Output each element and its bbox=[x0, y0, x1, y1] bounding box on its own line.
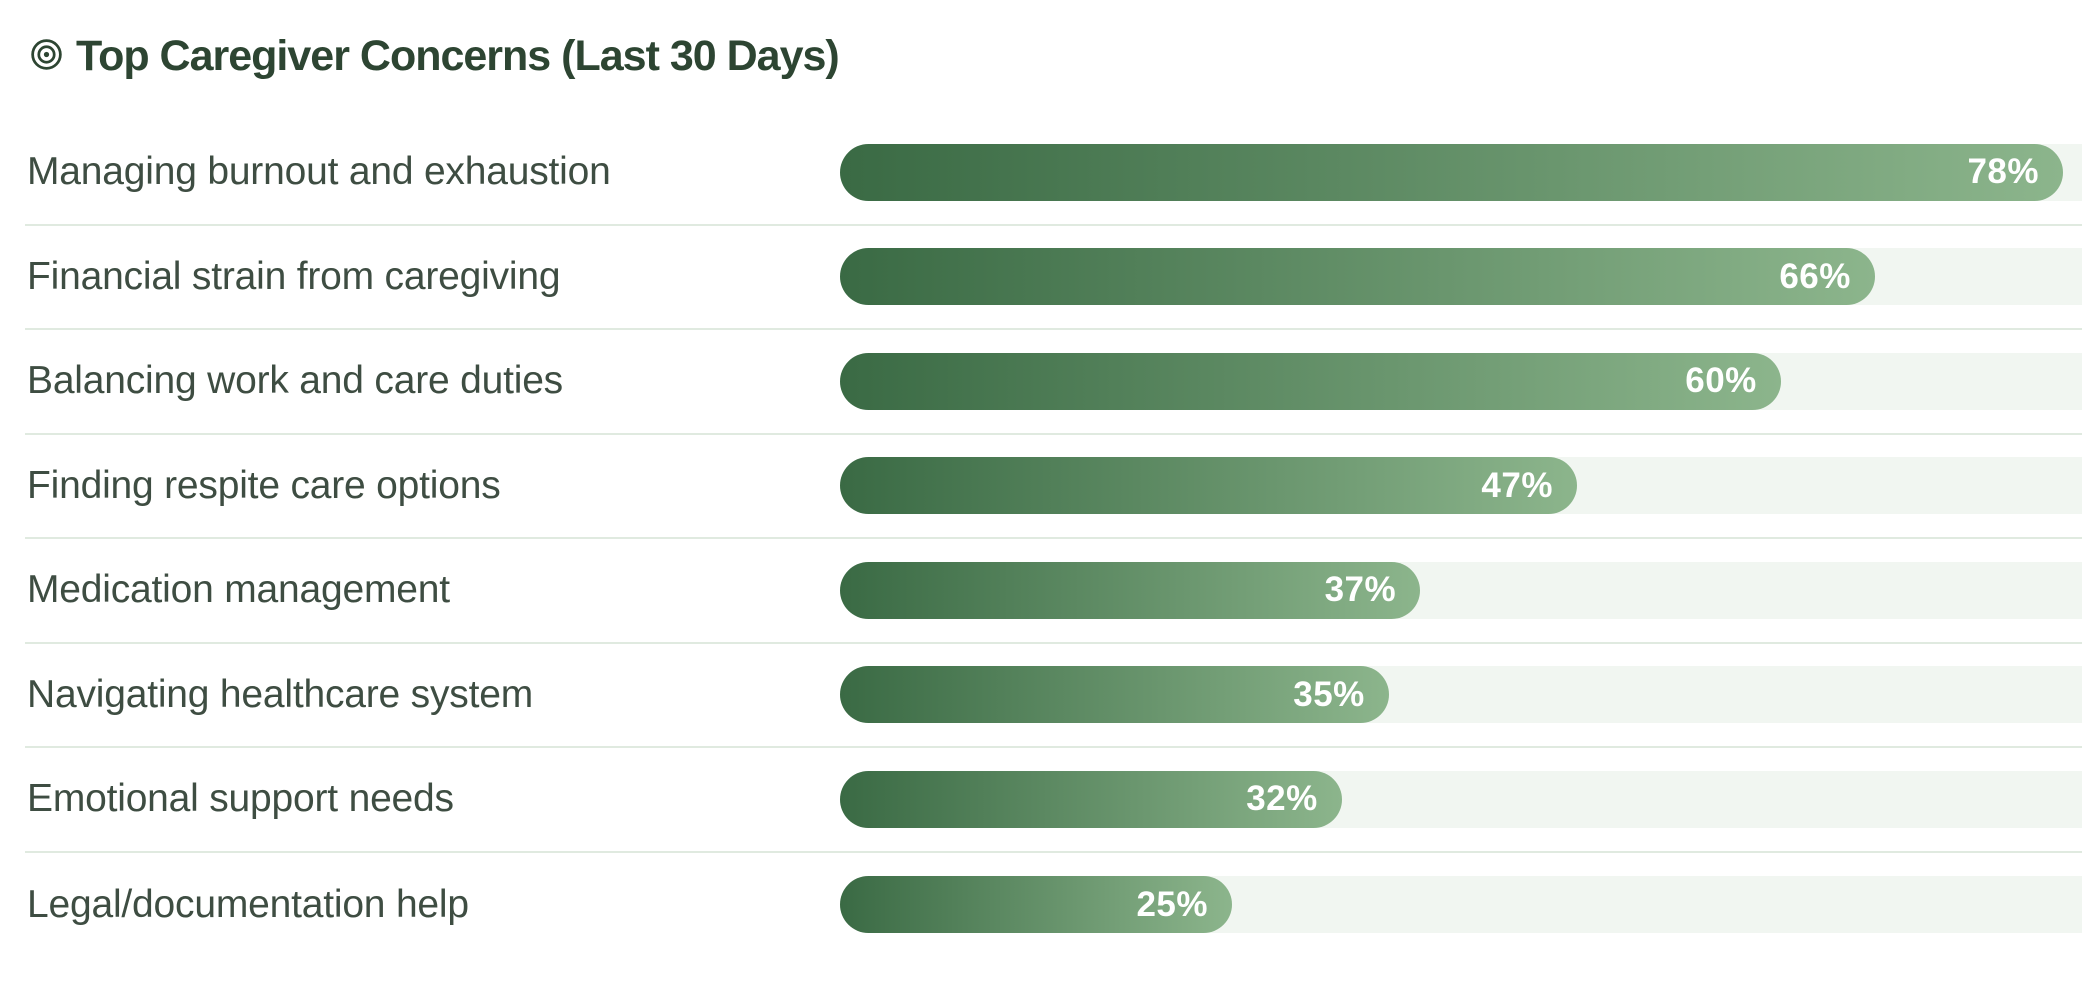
chart-header: Top Caregiver Concerns (Last 30 Days) bbox=[30, 26, 2082, 86]
chart-row: Navigating healthcare system 35% bbox=[25, 644, 2082, 748]
chart-row: Managing burnout and exhaustion 78% bbox=[25, 121, 2082, 226]
target-icon bbox=[30, 38, 63, 71]
bar-value-label: 32% bbox=[1246, 779, 1318, 819]
chart-row: Financial strain from caregiving 66% bbox=[25, 226, 2082, 330]
chart-title: Top Caregiver Concerns (Last 30 Days) bbox=[76, 31, 840, 80]
bar-value-label: 25% bbox=[1136, 884, 1208, 924]
category-label: Managing burnout and exhaustion bbox=[27, 150, 611, 194]
bar: 25% bbox=[840, 876, 1232, 934]
caregiver-concerns-chart: Top Caregiver Concerns (Last 30 Days) Ma… bbox=[25, 26, 2082, 957]
chart-row: Medication management 37% bbox=[25, 539, 2082, 644]
chart-row: Legal/documentation help 25% bbox=[25, 853, 2082, 958]
bar-track: 66% bbox=[840, 248, 2082, 306]
bar-value-label: 47% bbox=[1481, 465, 1553, 505]
bar: 37% bbox=[840, 561, 1421, 619]
chart-row: Finding respite care options 47% bbox=[25, 435, 2082, 539]
bar-track: 47% bbox=[840, 457, 2082, 515]
category-label: Finding respite care options bbox=[27, 463, 501, 507]
bar: 60% bbox=[840, 352, 1781, 410]
bar-track: 78% bbox=[840, 143, 2082, 201]
bar-track: 35% bbox=[840, 666, 2082, 724]
bar: 66% bbox=[840, 248, 1875, 306]
bar: 47% bbox=[840, 457, 1577, 515]
bar-value-label: 78% bbox=[1967, 152, 2040, 192]
bar-value-label: 60% bbox=[1685, 361, 1757, 401]
category-label: Financial strain from caregiving bbox=[27, 254, 561, 298]
bar: 78% bbox=[840, 143, 2064, 201]
category-label: Navigating healthcare system bbox=[27, 672, 533, 716]
bar-chart-rows: Managing burnout and exhaustion 78% Financ… bbox=[25, 121, 2082, 957]
bar-value-label: 66% bbox=[1779, 256, 1851, 296]
bar-value-label: 37% bbox=[1324, 570, 1397, 610]
chart-row: Emotional support needs 32% bbox=[25, 748, 2082, 853]
category-label: Balancing work and care duties bbox=[27, 359, 563, 403]
category-label: Medication management bbox=[27, 568, 450, 612]
bar-track: 25% bbox=[840, 876, 2082, 934]
category-label: Legal/documentation help bbox=[27, 882, 469, 926]
bar-track: 37% bbox=[840, 561, 2082, 619]
chart-row: Balancing work and care duties 60% bbox=[25, 330, 2082, 435]
category-label: Emotional support needs bbox=[27, 777, 454, 821]
bar-track: 60% bbox=[840, 352, 2082, 410]
bar: 32% bbox=[840, 770, 1342, 828]
bar: 35% bbox=[840, 666, 1389, 724]
bar-value-label: 35% bbox=[1293, 674, 1365, 714]
bar-track: 32% bbox=[840, 770, 2082, 828]
